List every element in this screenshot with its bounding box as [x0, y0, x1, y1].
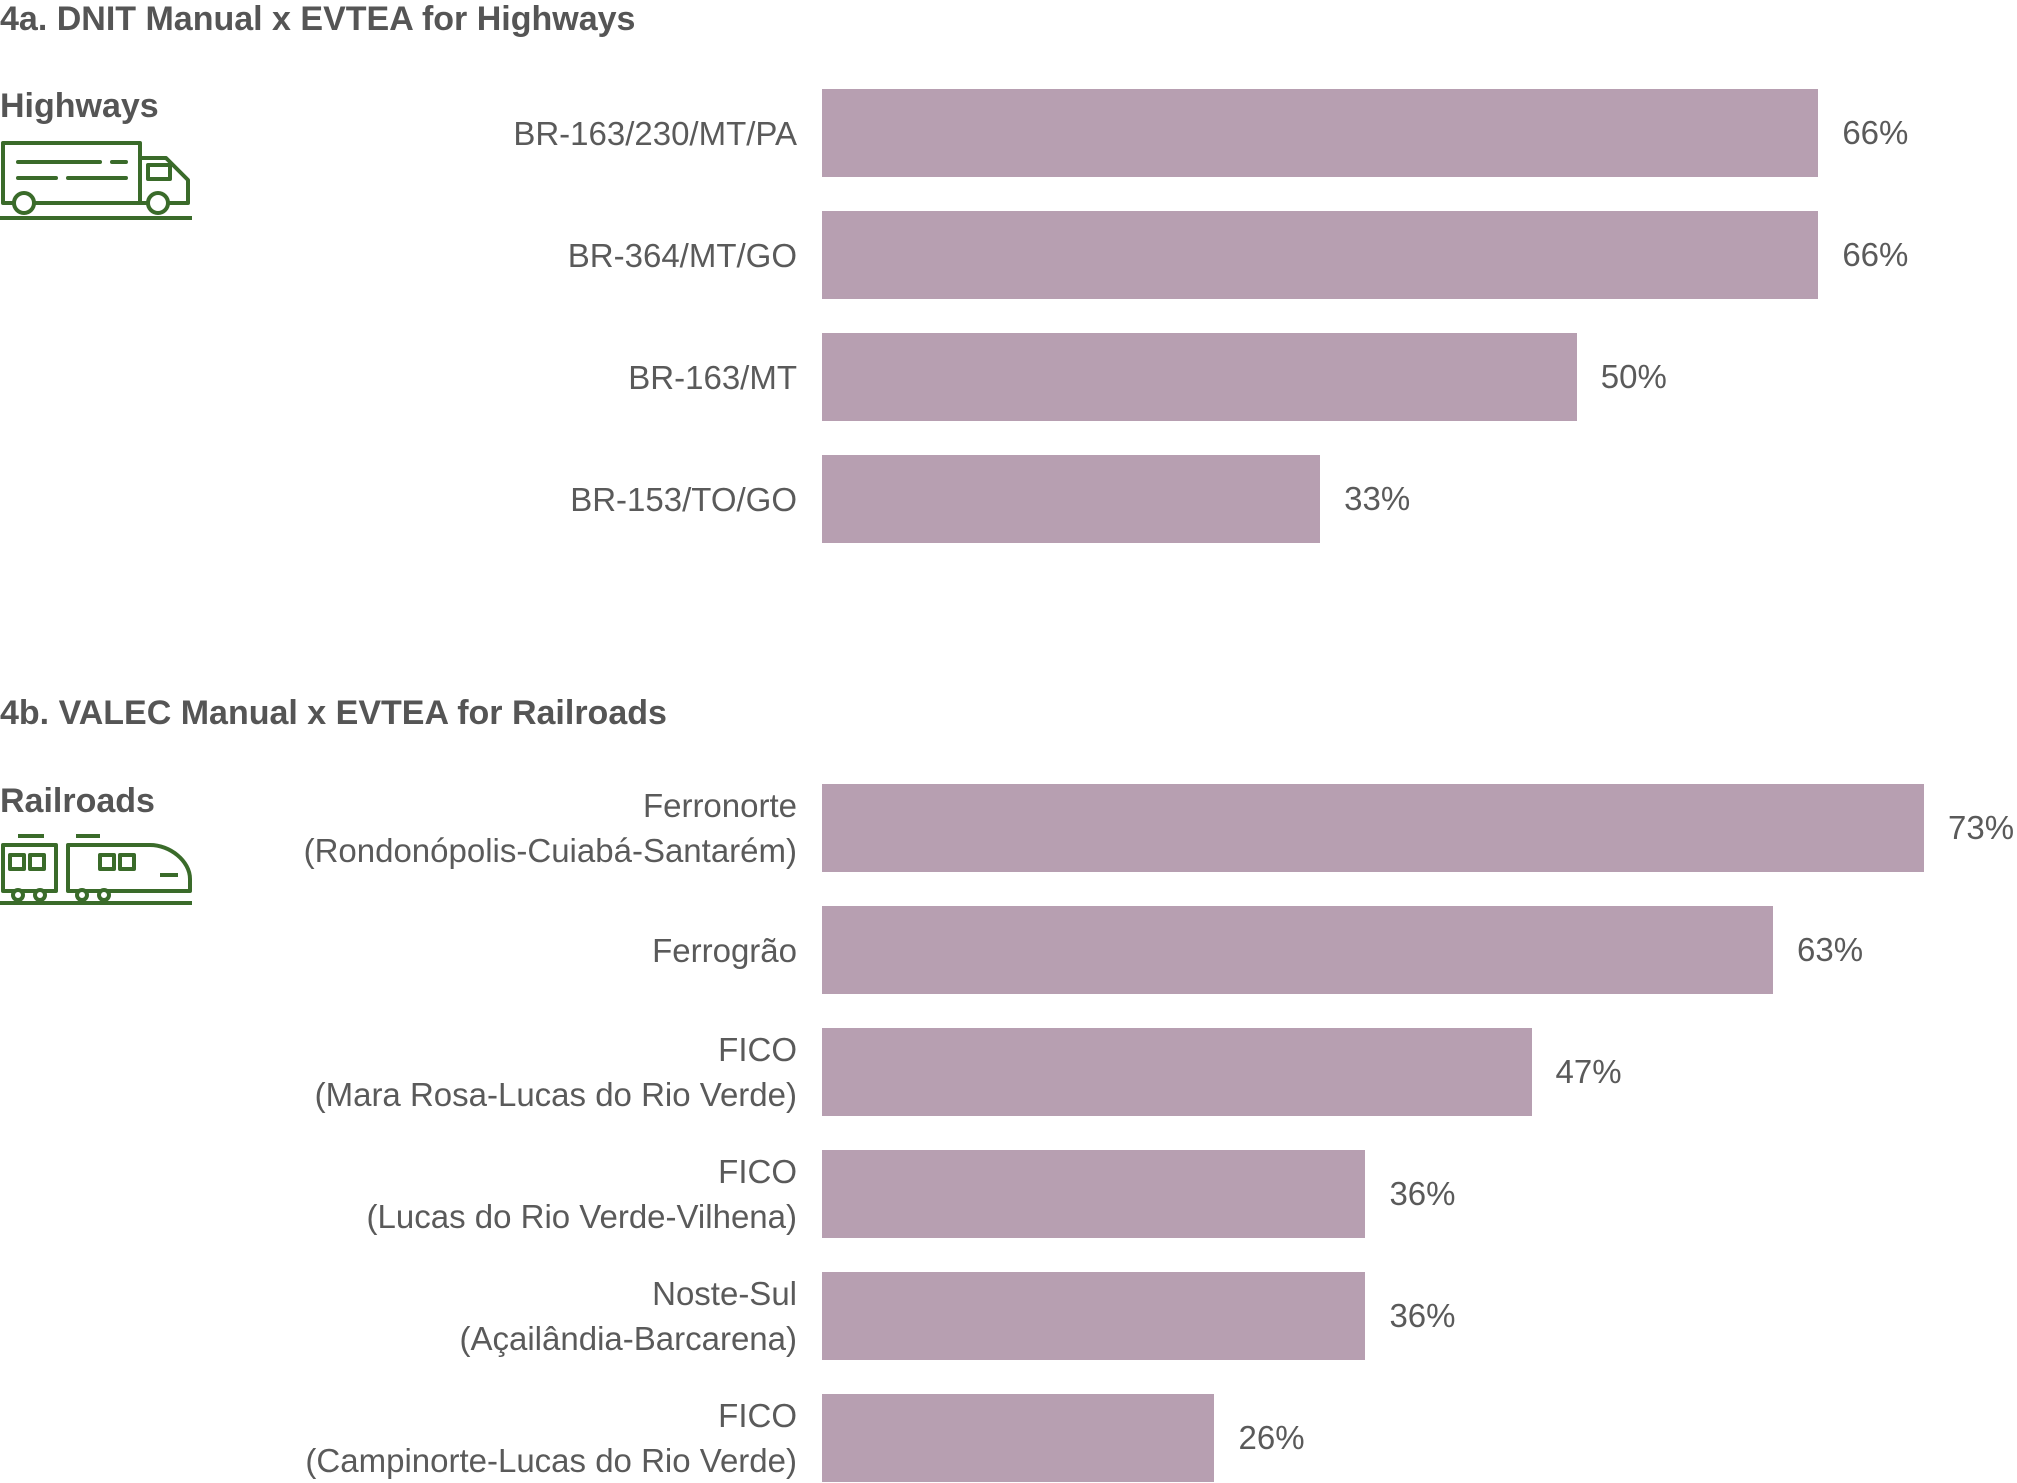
category-label: BR-153/TO/GO	[570, 477, 797, 522]
category-label-line: FICO	[718, 1031, 797, 1068]
bar	[822, 1272, 1366, 1360]
bar	[822, 211, 1819, 299]
chart-title-railroads: 4b. VALEC Manual x EVTEA for Railroads	[0, 694, 667, 732]
bar	[822, 89, 1819, 177]
chart-title-highways: 4a. DNIT Manual x EVTEA for Highways	[0, 0, 636, 38]
category-label: Ferronorte (Rondonópolis-Cuiabá-Santarém)	[304, 783, 797, 873]
category-label-line: BR-163/230/MT/PA	[513, 114, 797, 152]
bar	[822, 784, 1924, 872]
category-label-line: (Campinorte-Lucas do Rio Verde)	[305, 1442, 797, 1479]
category-label: Ferrogrão	[652, 928, 797, 973]
category-label-line: Noste-Sul	[652, 1275, 797, 1312]
value-label: 33%	[1344, 480, 1411, 517]
truck-icon	[0, 141, 192, 220]
category-label-line: Ferrogrão	[652, 931, 797, 969]
bar	[822, 1150, 1366, 1238]
bar	[822, 1394, 1215, 1482]
category-label-line: (Rondonópolis-Cuiabá-Santarém)	[303, 832, 797, 869]
category-label: BR-163/230/MT/PA	[513, 111, 797, 156]
category-label-line: BR-163/MT	[628, 358, 797, 396]
category-label-line: BR-153/TO/GO	[570, 480, 797, 518]
category-label-line: (Mara Rosa-Lucas do Rio Verde)	[314, 1076, 797, 1113]
mode-label-railroads: Railroads	[0, 782, 155, 820]
bar	[822, 906, 1774, 994]
value-label: 36%	[1389, 1297, 1456, 1334]
train-icon	[0, 834, 192, 905]
mode-label-highways: Highways	[0, 87, 159, 125]
bar	[822, 333, 1577, 421]
value-label: 50%	[1600, 358, 1667, 395]
value-label: 63%	[1797, 931, 1864, 968]
category-label-line: (Açailândia-Barcarena)	[459, 1320, 798, 1357]
value-label: 66%	[1842, 236, 1909, 273]
category-label-line: BR-364/MT/GO	[567, 236, 797, 274]
category-label-line: Ferronorte	[642, 787, 797, 824]
value-label: 26%	[1238, 1419, 1305, 1456]
value-label: 73%	[1948, 809, 2015, 846]
value-label: 66%	[1842, 114, 1909, 151]
category-label: FICO (Lucas do Rio Verde-Vilhena)	[367, 1149, 797, 1239]
category-label: BR-364/MT/GO	[568, 233, 797, 278]
category-label: FICO (Mara Rosa-Lucas do Rio Verde)	[315, 1027, 797, 1117]
category-label-line: FICO	[718, 1153, 797, 1190]
bar	[822, 455, 1321, 543]
category-label: BR-163/MT	[628, 355, 797, 400]
category-label: Noste-Sul (Açailândia-Barcarena)	[460, 1271, 798, 1361]
category-label-line: FICO	[718, 1397, 797, 1434]
value-label: 36%	[1389, 1175, 1456, 1212]
category-label-line: (Lucas do Rio Verde-Vilhena)	[366, 1198, 797, 1235]
category-label: FICO (Campinorte-Lucas do Rio Verde)	[305, 1393, 797, 1483]
bar	[822, 1028, 1532, 1116]
value-label: 47%	[1555, 1053, 1622, 1090]
